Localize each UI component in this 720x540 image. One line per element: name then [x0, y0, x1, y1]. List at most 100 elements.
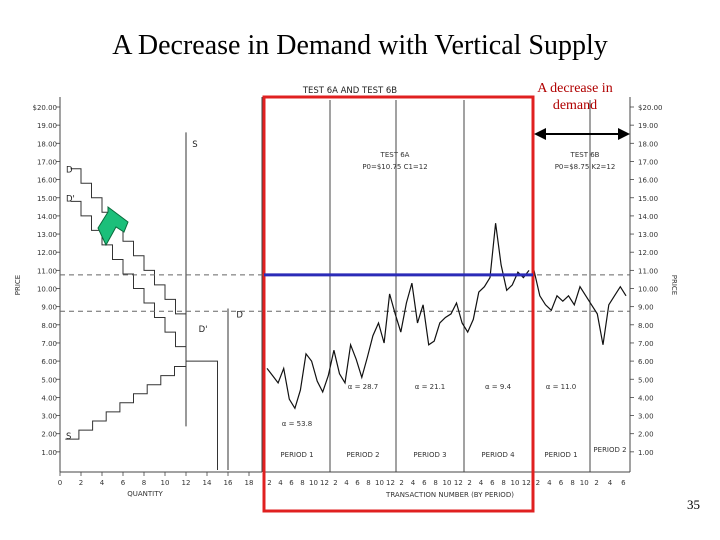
left-y-tick-label: 6.00	[41, 358, 57, 366]
right-y-tick-label: 17.00	[638, 158, 658, 166]
overlays	[262, 95, 630, 513]
right-y-tick-label: 9.00	[638, 304, 654, 312]
demand-shifted-label: D'	[66, 194, 75, 204]
right-y-tick-label: 5.00	[638, 376, 654, 384]
transaction-tick-label: 6	[490, 479, 495, 487]
transaction-tick-label: 8	[366, 479, 370, 487]
left-y-tick-label: 18.00	[37, 140, 57, 148]
right-y-tick-label: 6.00	[638, 358, 654, 366]
test-6a-params: P0=$10.75 C1=12	[362, 163, 427, 171]
transaction-tick-label: 10	[375, 479, 384, 487]
period-alpha-label: α = 53.8	[282, 420, 313, 428]
decrease-arrow-icon	[97, 206, 129, 247]
transaction-tick-label: 8	[501, 479, 505, 487]
right-y-tick-label: 1.00	[638, 449, 654, 457]
period-label: PERIOD 2	[593, 446, 626, 454]
quantity-tick-label: 0	[58, 479, 62, 487]
transaction-tick-label: 2	[467, 479, 471, 487]
right-y-tick-label: 8.00	[638, 322, 654, 330]
transaction-tick-label: 12	[320, 479, 329, 487]
transaction-tick-label: 4	[547, 479, 552, 487]
quantity-tick-label: 12	[182, 479, 191, 487]
right-y-tick-label: 16.00	[638, 177, 658, 185]
left-y-tick-label: 1.00	[41, 449, 57, 457]
demand-low-shifted-label: D'	[199, 325, 208, 335]
right-y-axis-label: PRICE	[670, 275, 678, 295]
transaction-tick-label: 2	[594, 479, 598, 487]
left-y-tick-label: 2.00	[41, 431, 57, 439]
demand-low-label: D	[236, 311, 243, 321]
transaction-tick-label: 12	[522, 479, 531, 487]
left-y-tick-label: 5.00	[41, 376, 57, 384]
quantity-tick-label: 6	[121, 479, 126, 487]
transaction-tick-label: 6	[422, 479, 427, 487]
transaction-tick-label: 8	[570, 479, 574, 487]
left-y-axis-label: PRICE	[14, 275, 22, 295]
left-y-tick-label: 13.00	[37, 231, 57, 239]
right-y-tick-label: 2.00	[638, 431, 654, 439]
transaction-tick-label: 10	[511, 479, 520, 487]
right-y-tick-label: 4.00	[638, 394, 654, 402]
transaction-panel: 1.00 2.00 3.00 4.00 5.00 6.00 7.00 8.00 9.00 10.0…	[60, 97, 678, 499]
period-label: PERIOD 1	[280, 451, 313, 459]
period-label: PERIOD 3	[413, 451, 446, 459]
left-y-tick-label: 7.00	[41, 340, 57, 348]
quantity-tick-label: 18	[245, 479, 254, 487]
transaction-tick-label: 2	[267, 479, 271, 487]
right-y-tick-label: $20.00	[638, 104, 663, 112]
demand-shifted-curve	[70, 200, 218, 470]
test-6b-params: P0=$8.75 K2=12	[555, 163, 616, 171]
right-y-tick-label: 10.00	[638, 286, 658, 294]
period-alpha-label: α = 28.7	[348, 383, 379, 391]
slide-title: A Decrease in Demand with Vertical Suppl…	[112, 30, 608, 61]
transaction-tick-label: 2	[333, 479, 337, 487]
quantity-axis-label: QUANTITY	[127, 490, 163, 498]
transaction-tick-label: 6	[621, 479, 626, 487]
period-alpha-label: α = 9.4	[485, 383, 512, 391]
quantity-tick-label: 2	[79, 479, 83, 487]
transaction-tick-label: 10	[443, 479, 452, 487]
right-y-tick-label: 3.00	[638, 413, 654, 421]
test-6a-title: TEST 6A	[380, 151, 410, 159]
transaction-tick-label: 6	[355, 479, 360, 487]
period-alpha-label: α = 11.0	[546, 383, 577, 391]
supply-low-label: S	[66, 432, 71, 442]
transaction-tick-label: 2	[399, 479, 403, 487]
period-label: PERIOD 4	[481, 451, 515, 459]
transaction-tick-label: 12	[454, 479, 463, 487]
left-y-tick-label: 3.00	[41, 413, 57, 421]
left-y-tick-label: 8.00	[41, 322, 57, 330]
right-y-tick-label: 11.00	[638, 267, 658, 275]
transaction-tick-label: 8	[300, 479, 304, 487]
demand-curve	[70, 168, 187, 427]
arrow-left-icon	[534, 128, 546, 140]
right-y-tick-label: 7.00	[638, 340, 654, 348]
transaction-tick-label: 12	[386, 479, 395, 487]
test-6b-title: TEST 6B	[570, 151, 600, 159]
left-y-tick-label: 16.00	[37, 177, 57, 185]
right-y-tick-label: 13.00	[638, 231, 658, 239]
chart-title: TEST 6A AND TEST 6B	[302, 86, 397, 96]
right-y-tick-label: 15.00	[638, 195, 658, 203]
demand-label: D	[66, 165, 73, 175]
period-label: PERIOD 1	[544, 451, 577, 459]
transaction-tick-label: 6	[559, 479, 564, 487]
series-test-6b-line	[533, 270, 627, 345]
period-alpha-label: α = 21.1	[415, 383, 446, 391]
transaction-tick-label: 6	[289, 479, 294, 487]
left-y-tick-label: $20.00	[33, 104, 58, 112]
slide-number: 35	[687, 497, 700, 512]
right-y-tick-label: 12.00	[638, 249, 658, 257]
quantity-tick-label: 4	[100, 479, 105, 487]
right-y-tick-label: 14.00	[638, 213, 658, 221]
left-y-tick-label: 17.00	[37, 158, 57, 166]
quantity-tick-label: 8	[142, 479, 146, 487]
transaction-tick-label: 10	[580, 479, 589, 487]
arrow-right-icon	[618, 128, 630, 140]
transaction-tick-label: 2	[536, 479, 540, 487]
left-y-tick-label: 12.00	[37, 249, 57, 257]
transaction-tick-label: 4	[344, 479, 349, 487]
callout-label: A decrease in demand	[537, 81, 613, 113]
left-y-tick-label: 14.00	[37, 213, 57, 221]
transaction-tick-label: 4	[278, 479, 283, 487]
